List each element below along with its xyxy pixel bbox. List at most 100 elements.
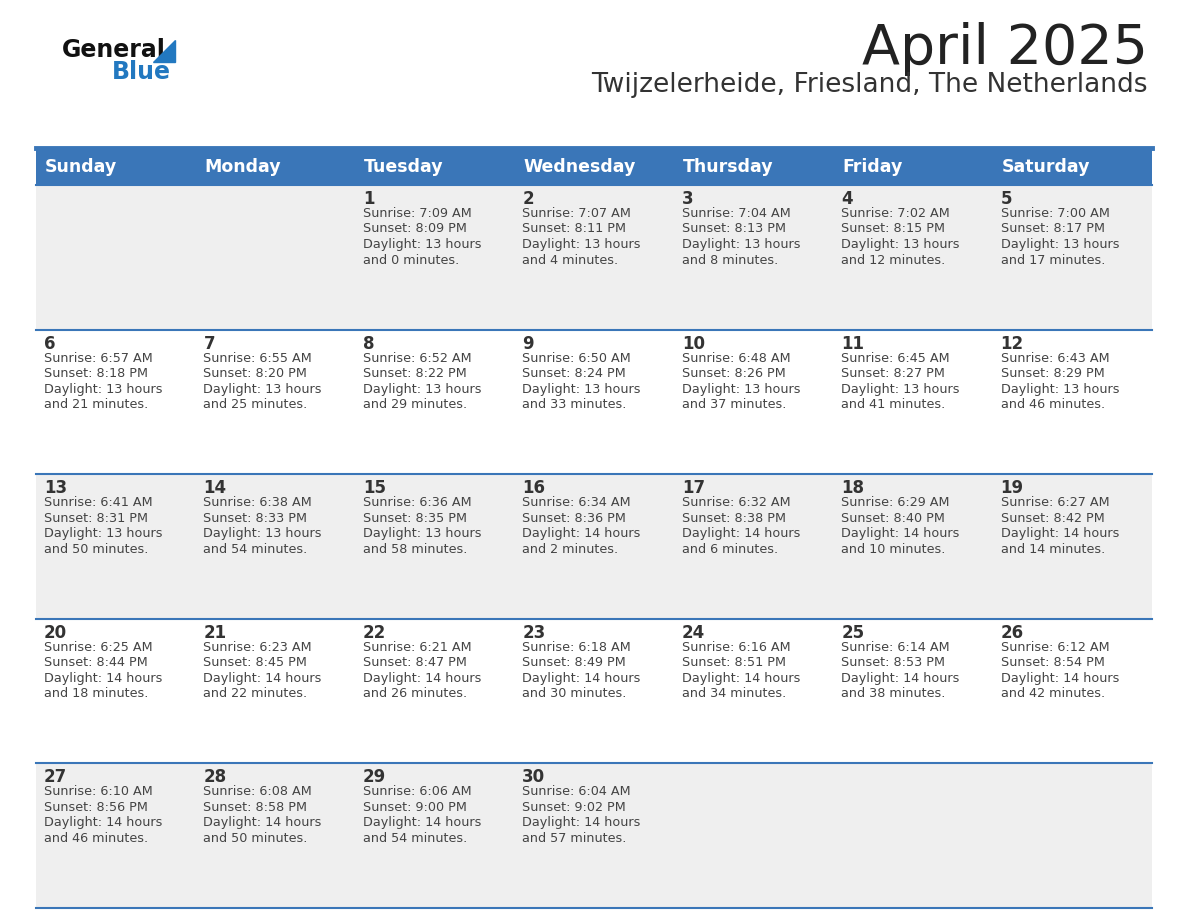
Text: Blue: Blue	[112, 60, 171, 84]
Text: and 54 minutes.: and 54 minutes.	[362, 832, 467, 845]
Text: Sunrise: 6:32 AM: Sunrise: 6:32 AM	[682, 497, 790, 509]
Text: General: General	[62, 38, 166, 62]
Text: and 29 minutes.: and 29 minutes.	[362, 398, 467, 411]
Text: Sunrise: 6:48 AM: Sunrise: 6:48 AM	[682, 352, 790, 364]
Bar	[36, 185, 1152, 330]
Text: 2: 2	[523, 190, 533, 208]
Bar	[36, 475, 1152, 619]
Text: Sunset: 8:54 PM: Sunset: 8:54 PM	[1000, 656, 1105, 669]
Text: 17: 17	[682, 479, 704, 498]
Text: 16: 16	[523, 479, 545, 498]
Bar	[36, 150, 196, 185]
Text: Sunset: 8:29 PM: Sunset: 8:29 PM	[1000, 367, 1105, 380]
Text: Daylight: 14 hours: Daylight: 14 hours	[1000, 527, 1119, 540]
Text: Daylight: 13 hours: Daylight: 13 hours	[44, 383, 163, 396]
Text: Daylight: 14 hours: Daylight: 14 hours	[682, 672, 800, 685]
Text: Sunset: 8:26 PM: Sunset: 8:26 PM	[682, 367, 785, 380]
Text: 12: 12	[1000, 334, 1024, 353]
Text: Sunrise: 6:12 AM: Sunrise: 6:12 AM	[1000, 641, 1110, 654]
Text: 8: 8	[362, 334, 374, 353]
Text: 19: 19	[1000, 479, 1024, 498]
Text: Sunset: 8:20 PM: Sunset: 8:20 PM	[203, 367, 308, 380]
Text: and 0 minutes.: and 0 minutes.	[362, 253, 459, 266]
Text: Daylight: 13 hours: Daylight: 13 hours	[362, 383, 481, 396]
Text: and 50 minutes.: and 50 minutes.	[203, 832, 308, 845]
Text: and 6 minutes.: and 6 minutes.	[682, 543, 778, 555]
Text: and 4 minutes.: and 4 minutes.	[523, 253, 619, 266]
Text: Daylight: 13 hours: Daylight: 13 hours	[682, 383, 801, 396]
Text: Tuesday: Tuesday	[364, 159, 443, 176]
Text: Daylight: 14 hours: Daylight: 14 hours	[203, 672, 322, 685]
Text: Sunrise: 6:21 AM: Sunrise: 6:21 AM	[362, 641, 472, 654]
Text: Twijzelerheide, Friesland, The Netherlands: Twijzelerheide, Friesland, The Netherlan…	[592, 72, 1148, 98]
Bar	[196, 150, 355, 185]
Text: Sunset: 8:44 PM: Sunset: 8:44 PM	[44, 656, 147, 669]
Text: and 22 minutes.: and 22 minutes.	[203, 688, 308, 700]
Text: 1: 1	[362, 190, 374, 208]
Text: Daylight: 13 hours: Daylight: 13 hours	[523, 238, 640, 251]
Text: Sunrise: 6:14 AM: Sunrise: 6:14 AM	[841, 641, 949, 654]
Text: Daylight: 13 hours: Daylight: 13 hours	[203, 527, 322, 540]
Text: Sunrise: 7:02 AM: Sunrise: 7:02 AM	[841, 207, 950, 220]
Text: Sunset: 8:51 PM: Sunset: 8:51 PM	[682, 656, 785, 669]
Text: Sunset: 8:49 PM: Sunset: 8:49 PM	[523, 656, 626, 669]
Text: Sunrise: 6:38 AM: Sunrise: 6:38 AM	[203, 497, 312, 509]
Text: and 58 minutes.: and 58 minutes.	[362, 543, 467, 555]
Text: Sunset: 9:02 PM: Sunset: 9:02 PM	[523, 800, 626, 814]
Text: Sunset: 8:24 PM: Sunset: 8:24 PM	[523, 367, 626, 380]
Text: Sunrise: 6:43 AM: Sunrise: 6:43 AM	[1000, 352, 1110, 364]
Text: Sunset: 8:42 PM: Sunset: 8:42 PM	[1000, 511, 1105, 525]
Text: Sunrise: 6:27 AM: Sunrise: 6:27 AM	[1000, 497, 1110, 509]
Text: Sunset: 8:15 PM: Sunset: 8:15 PM	[841, 222, 946, 236]
Text: 21: 21	[203, 624, 227, 642]
Text: Sunrise: 7:00 AM: Sunrise: 7:00 AM	[1000, 207, 1110, 220]
Bar	[514, 150, 674, 185]
Text: Daylight: 14 hours: Daylight: 14 hours	[523, 672, 640, 685]
Text: Sunset: 8:38 PM: Sunset: 8:38 PM	[682, 511, 785, 525]
Text: Daylight: 14 hours: Daylight: 14 hours	[841, 672, 960, 685]
Text: 25: 25	[841, 624, 864, 642]
Text: Sunset: 8:56 PM: Sunset: 8:56 PM	[44, 800, 147, 814]
Text: and 18 minutes.: and 18 minutes.	[44, 688, 148, 700]
Text: Sunset: 8:22 PM: Sunset: 8:22 PM	[362, 367, 467, 380]
Text: and 17 minutes.: and 17 minutes.	[1000, 253, 1105, 266]
Text: Sunset: 8:47 PM: Sunset: 8:47 PM	[362, 656, 467, 669]
Text: and 12 minutes.: and 12 minutes.	[841, 253, 946, 266]
Text: and 41 minutes.: and 41 minutes.	[841, 398, 946, 411]
Bar	[674, 150, 833, 185]
Text: Daylight: 13 hours: Daylight: 13 hours	[682, 238, 801, 251]
Text: Daylight: 13 hours: Daylight: 13 hours	[841, 383, 960, 396]
Text: Sunrise: 6:29 AM: Sunrise: 6:29 AM	[841, 497, 949, 509]
Text: Daylight: 13 hours: Daylight: 13 hours	[203, 383, 322, 396]
Text: Daylight: 13 hours: Daylight: 13 hours	[362, 238, 481, 251]
Text: Daylight: 13 hours: Daylight: 13 hours	[841, 238, 960, 251]
Text: 13: 13	[44, 479, 68, 498]
Text: Sunrise: 6:41 AM: Sunrise: 6:41 AM	[44, 497, 152, 509]
Text: 23: 23	[523, 624, 545, 642]
Text: and 14 minutes.: and 14 minutes.	[1000, 543, 1105, 555]
Text: Sunrise: 7:04 AM: Sunrise: 7:04 AM	[682, 207, 790, 220]
Text: 28: 28	[203, 768, 227, 787]
Text: Sunset: 8:09 PM: Sunset: 8:09 PM	[362, 222, 467, 236]
Bar	[36, 330, 1152, 475]
Text: 18: 18	[841, 479, 864, 498]
Text: Sunrise: 6:16 AM: Sunrise: 6:16 AM	[682, 641, 790, 654]
Text: and 10 minutes.: and 10 minutes.	[841, 543, 946, 555]
Text: Sunset: 8:33 PM: Sunset: 8:33 PM	[203, 511, 308, 525]
Text: Sunset: 8:40 PM: Sunset: 8:40 PM	[841, 511, 944, 525]
Text: April 2025: April 2025	[862, 22, 1148, 76]
Text: and 8 minutes.: and 8 minutes.	[682, 253, 778, 266]
Text: Daylight: 14 hours: Daylight: 14 hours	[44, 672, 163, 685]
Bar	[355, 150, 514, 185]
Text: and 42 minutes.: and 42 minutes.	[1000, 688, 1105, 700]
Text: Sunrise: 7:09 AM: Sunrise: 7:09 AM	[362, 207, 472, 220]
Text: Friday: Friday	[842, 159, 903, 176]
Text: 4: 4	[841, 190, 853, 208]
Text: and 33 minutes.: and 33 minutes.	[523, 398, 626, 411]
Text: Daylight: 14 hours: Daylight: 14 hours	[523, 527, 640, 540]
Text: 6: 6	[44, 334, 56, 353]
Text: Sunset: 8:13 PM: Sunset: 8:13 PM	[682, 222, 785, 236]
Text: Daylight: 13 hours: Daylight: 13 hours	[523, 383, 640, 396]
Text: 26: 26	[1000, 624, 1024, 642]
Text: Sunrise: 6:52 AM: Sunrise: 6:52 AM	[362, 352, 472, 364]
